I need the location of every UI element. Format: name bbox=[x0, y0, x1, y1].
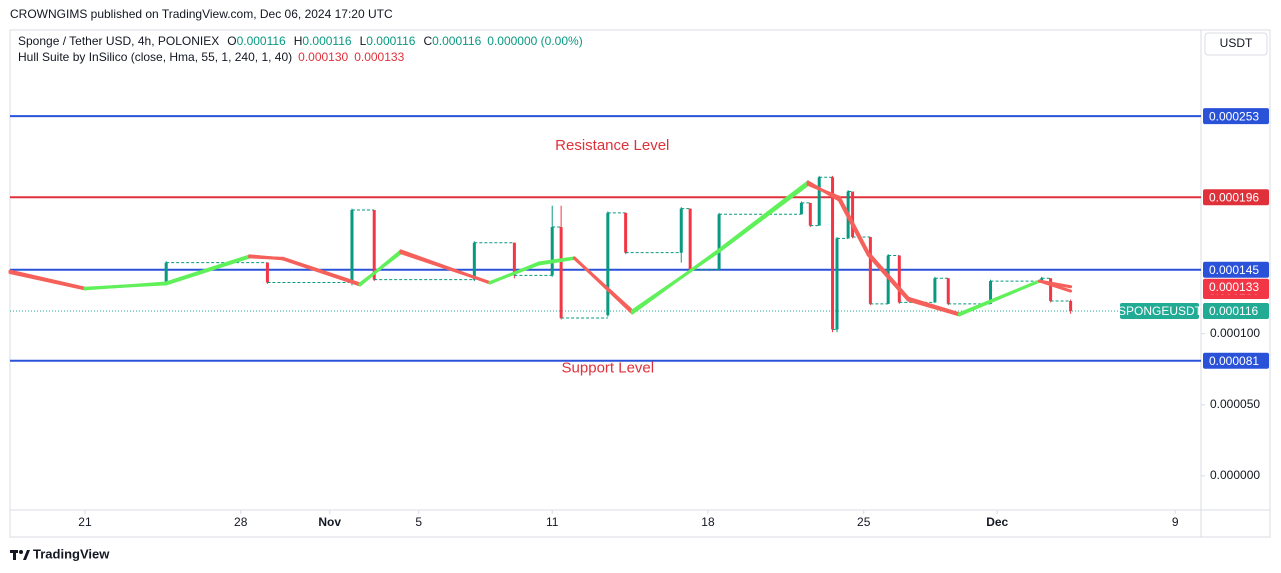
x-tick-label: 5 bbox=[415, 515, 422, 529]
candle-body bbox=[835, 238, 839, 330]
x-tick-label: 11 bbox=[546, 515, 559, 529]
price-label: 0.000253 bbox=[1209, 109, 1259, 123]
x-tick-label: 28 bbox=[234, 515, 248, 529]
hull-segment bbox=[488, 261, 541, 285]
x-tick-label: 25 bbox=[857, 515, 871, 529]
candle-body bbox=[550, 227, 554, 276]
ohlc-key: H bbox=[294, 34, 303, 48]
price-label-bg bbox=[1203, 352, 1269, 369]
indicator-value: 0.000133 bbox=[354, 50, 404, 64]
price-label-bg bbox=[1203, 278, 1269, 295]
price-label: 0.000116 bbox=[1209, 304, 1258, 318]
y-tick-label: 0.000050 bbox=[1210, 397, 1260, 411]
price-label: 0.000081 bbox=[1209, 354, 1259, 368]
ohlc-value: 0.000116 bbox=[302, 34, 351, 48]
published-note: CROWNGIMS published on TradingView.com, … bbox=[10, 7, 393, 21]
hull-segment bbox=[957, 279, 1041, 317]
annotation: Resistance Level bbox=[555, 137, 669, 154]
change: 0.000000 (0.00%) bbox=[487, 34, 582, 48]
candle-body bbox=[350, 210, 354, 283]
symbol-tag-bg bbox=[1120, 302, 1199, 319]
symbol: Sponge / Tether USD, 4h, POLONIEX bbox=[18, 34, 219, 48]
frame bbox=[9, 29, 1271, 538]
ohlc-value: 0.000116 bbox=[237, 34, 286, 48]
hull-segment bbox=[806, 180, 841, 202]
candle-body bbox=[1040, 278, 1044, 282]
candle-body bbox=[851, 191, 855, 238]
candle-body bbox=[679, 208, 683, 253]
x-tick-label: 9 bbox=[1172, 515, 1179, 529]
price-label: 0.000145 bbox=[1209, 263, 1259, 277]
candle-body bbox=[799, 202, 803, 215]
hull-segment bbox=[164, 254, 252, 285]
x-tick-label: 21 bbox=[78, 515, 92, 529]
candle-body bbox=[989, 281, 993, 304]
hull-segment bbox=[537, 256, 576, 265]
footer-brand: TradingView bbox=[33, 546, 110, 561]
ohlc-key: O bbox=[227, 34, 236, 48]
hull-segment bbox=[83, 281, 168, 291]
hull-segment bbox=[572, 256, 634, 315]
candle-body bbox=[372, 210, 376, 280]
hull-segment bbox=[717, 180, 810, 252]
indicator-value: 0.000130 bbox=[298, 50, 348, 64]
candle-body bbox=[1069, 300, 1073, 311]
ohlc-value: 0.000116 bbox=[432, 34, 481, 48]
hull-segment bbox=[630, 248, 721, 315]
hull-segment bbox=[358, 249, 403, 287]
y-tick-label: 0.000100 bbox=[1210, 326, 1260, 340]
candle-body bbox=[688, 208, 692, 270]
indicator-legend: Hull Suite by InSilico (close, Hma, 55, … bbox=[18, 50, 405, 64]
price-label-bg bbox=[1203, 108, 1269, 125]
candle-body bbox=[933, 278, 937, 303]
ohlc-key: C bbox=[423, 34, 432, 48]
hull-segment bbox=[1037, 279, 1073, 293]
candle-body bbox=[559, 227, 563, 319]
candle-body bbox=[606, 212, 610, 316]
candle-body bbox=[265, 262, 269, 283]
candle-body bbox=[946, 278, 950, 304]
hull-segment bbox=[281, 257, 362, 287]
x-tick-label: Dec bbox=[986, 515, 1008, 529]
x-tick-label: 18 bbox=[701, 515, 715, 529]
candle-body bbox=[868, 237, 872, 304]
candle-body bbox=[817, 177, 821, 226]
hull-segment bbox=[866, 253, 910, 302]
candle-body bbox=[808, 202, 812, 226]
candle-body bbox=[164, 262, 168, 283]
logo bbox=[10, 550, 30, 560]
indicator-name: Hull Suite by InSilico (close, Hma, 55, … bbox=[18, 50, 292, 64]
candle-body bbox=[897, 255, 901, 303]
ohlc-key: L bbox=[360, 34, 367, 48]
candle-body bbox=[472, 242, 476, 280]
annotation: Support Level bbox=[562, 359, 655, 376]
ohlc-value: 0.000116 bbox=[366, 34, 415, 48]
candle-body bbox=[624, 212, 628, 253]
price-label-bg bbox=[1203, 189, 1269, 206]
price-label: 0.000133 bbox=[1209, 280, 1259, 294]
price-label: 0.000196 bbox=[1209, 190, 1259, 204]
candle-body bbox=[831, 177, 835, 330]
price-label-bg bbox=[1203, 261, 1269, 278]
symbol-tag: SPONGEUSDT bbox=[1118, 304, 1203, 318]
currency-label[interactable]: USDT bbox=[1220, 36, 1253, 50]
candle-body bbox=[1049, 278, 1053, 301]
candle-body bbox=[512, 242, 516, 276]
candle-body bbox=[717, 214, 721, 270]
currency-button[interactable] bbox=[1204, 32, 1268, 56]
hull-segment bbox=[837, 198, 870, 257]
symbol-legend: Sponge / Tether USD, 4h, POLONIEX O0.0001… bbox=[18, 34, 583, 48]
x-tick-label: Nov bbox=[318, 515, 341, 529]
y-tick-label: 0.000000 bbox=[1210, 468, 1260, 482]
hull-segment bbox=[8, 271, 87, 291]
hull-segment bbox=[399, 249, 492, 285]
price-label-bg bbox=[1203, 302, 1269, 319]
hull-segment bbox=[906, 298, 961, 317]
hull-segment bbox=[248, 254, 285, 261]
